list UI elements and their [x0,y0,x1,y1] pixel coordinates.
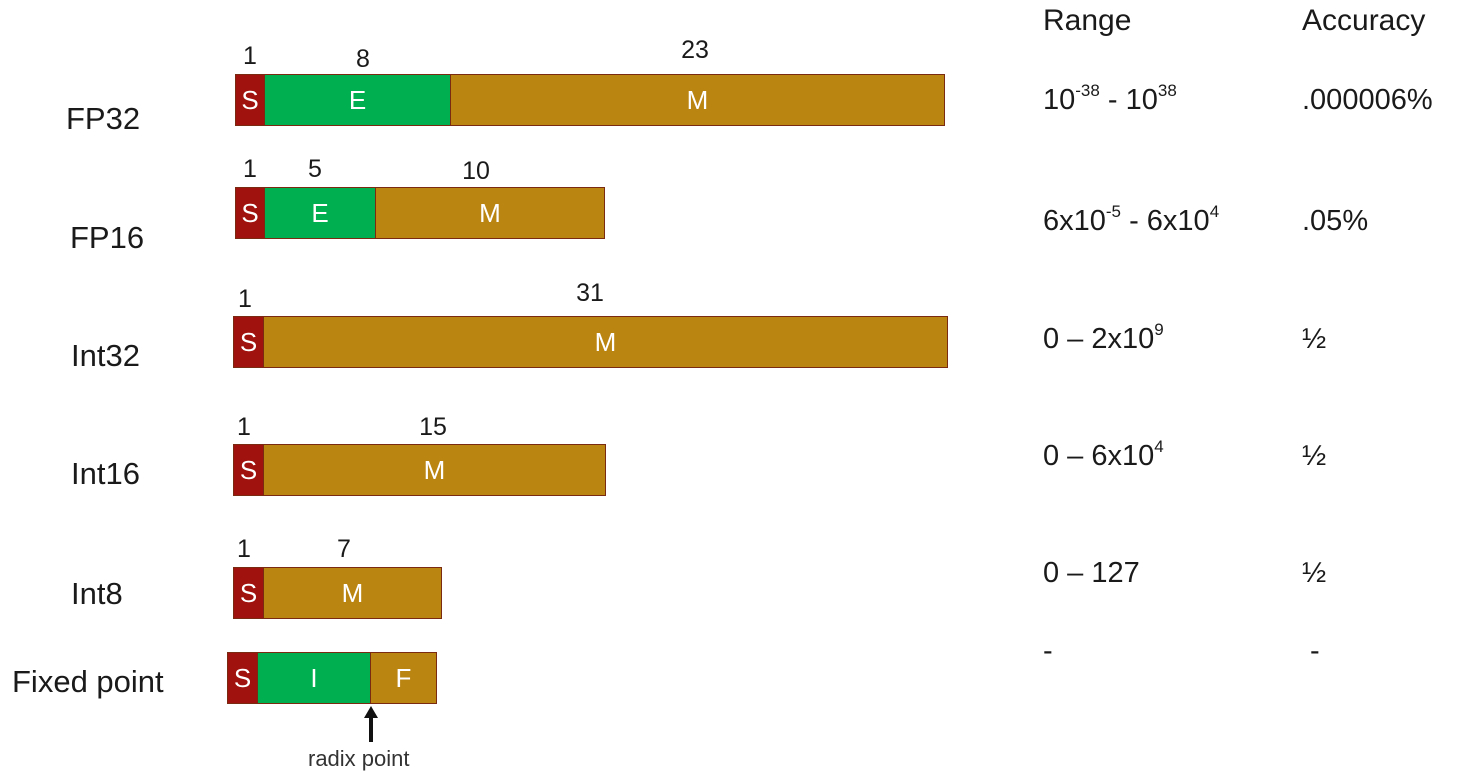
accuracy-int16: ½ [1302,440,1327,472]
bit-count-mantissa: 7 [337,535,351,563]
up-arrow-icon [364,706,378,742]
range-fixed-point: - [1043,635,1053,667]
mantissa-segment: M [376,187,605,239]
sign-segment: S [235,74,265,126]
accuracy-fp16: .05% [1302,205,1369,237]
exponent-segment: E [265,187,376,239]
bit-count-sign: 1 [237,535,251,563]
sign-segment: S [233,444,264,496]
accuracy-int32: ½ [1302,323,1327,355]
sign-segment: S [227,652,258,704]
bit-count-exponent: 5 [308,155,322,183]
format-name-int16: Int16 [71,456,140,491]
bit-layout-bar-fixed-point: S I F [227,652,437,704]
format-name-int8: Int8 [71,576,123,611]
format-name-fixed-point: Fixed point [12,664,164,699]
bit-count-mantissa: 10 [462,157,490,185]
mantissa-segment: M [451,74,945,126]
bit-layout-bar-fp32: S E M [235,74,945,126]
bit-layout-bar-int32: S M [233,316,948,368]
bit-count-sign: 1 [237,413,251,441]
radix-point-label: radix point [308,746,410,771]
bit-count-mantissa: 15 [419,413,447,441]
range-int8: 0 – 127 [1043,557,1140,589]
range-int32: 0 – 2x109 [1043,320,1164,355]
mantissa-segment: M [264,316,948,368]
bit-layout-bar-fp16: S E M [235,187,605,239]
bit-count-mantissa: 23 [681,36,709,64]
accuracy-fp32: .000006% [1302,84,1433,116]
format-name-fp32: FP32 [66,101,141,136]
sign-segment: S [235,187,265,239]
format-name-fp16: FP16 [70,220,145,255]
bit-count-sign: 1 [238,285,252,313]
range-fp16: 6x10-5 - 6x104 [1043,202,1220,237]
accuracy-fixed-point: - [1310,635,1320,667]
bit-layout-bar-int16: S M [233,444,606,496]
bit-count-exponent: 8 [356,45,370,73]
integer-segment: I [258,652,371,704]
sign-segment: S [233,567,264,619]
range-int16: 0 – 6x104 [1043,437,1164,472]
exponent-segment: E [265,74,451,126]
sign-segment: S [233,316,264,368]
accuracy-header: Accuracy [1302,4,1426,37]
range-header: Range [1043,4,1132,37]
bit-count-sign: 1 [243,155,257,183]
bit-count-sign: 1 [243,42,257,70]
mantissa-segment: M [264,567,442,619]
fraction-segment: F [371,652,437,704]
bit-layout-bar-int8: S M [233,567,442,619]
mantissa-segment: M [264,444,606,496]
accuracy-int8: ½ [1302,557,1327,589]
bit-count-mantissa: 31 [576,279,604,307]
format-name-int32: Int32 [71,338,140,373]
range-fp32: 10-38 - 1038 [1043,81,1177,116]
